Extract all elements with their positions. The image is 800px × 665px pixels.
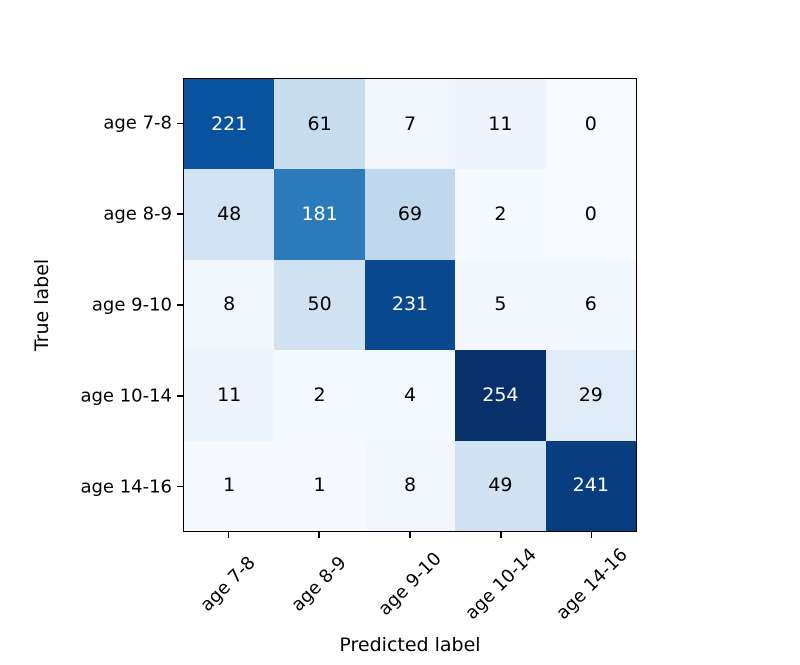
x-tick-mark (500, 532, 502, 538)
heatmap-cell-r2-c2: 231 (364, 259, 456, 351)
heatmap-cell-r2-c4: 6 (545, 259, 636, 351)
x-tick-mark (227, 532, 230, 538)
heatmap-cell-r1-c2: 69 (364, 169, 456, 260)
cell-value: 48 (217, 203, 242, 226)
heatmap-cell-r1-c3: 2 (455, 169, 546, 260)
cell-value: 241 (572, 474, 609, 497)
heatmap-cell-r1-c1: 181 (274, 169, 365, 260)
x-tick-label: age 9-10 (374, 548, 446, 620)
heatmap-cell-r3-c3: 254 (455, 350, 546, 441)
y-axis-label: True label (31, 258, 53, 352)
y-tick-mark (177, 304, 183, 306)
heatmap-cell-r4-c2: 8 (364, 440, 456, 531)
x-tick-label: age 8-9 (287, 552, 351, 616)
heatmap-cell-r3-c2: 4 (364, 350, 456, 441)
cell-value: 49 (488, 474, 513, 497)
x-tick-mark (409, 532, 411, 538)
cell-value: 11 (488, 112, 513, 135)
cell-value: 181 (301, 203, 338, 226)
cell-value: 4 (403, 383, 417, 406)
x-tick-label: age 14-16 (551, 544, 632, 624)
y-tick-label: age 10-14 (80, 385, 172, 407)
cell-value: 69 (397, 203, 423, 226)
heatmap-cell-r0-c1: 61 (274, 79, 365, 170)
heatmap-cell-r4-c0: 1 (184, 440, 275, 531)
cell-value: 50 (307, 293, 332, 316)
cell-value: 0 (584, 112, 597, 135)
cell-value: 254 (482, 383, 519, 406)
heatmap-cell-r2-c1: 50 (274, 259, 365, 351)
heatmap-cell-r2-c3: 5 (455, 259, 546, 351)
x-tick-label: age 10-14 (461, 544, 541, 624)
heatmap-cell-r2-c0: 8 (184, 259, 275, 351)
x-tick-mark (590, 532, 593, 538)
y-tick-label: age 14-16 (80, 476, 172, 498)
heatmap-cells: 221 61 7 11 0 48 181 69 2 0 8 50 231 5 6 11 2 4 254 29 1 1 8 49… (184, 79, 636, 531)
heatmap-cell-r0-c4: 0 (545, 79, 636, 170)
cell-value: 231 (391, 293, 429, 316)
cell-value: 6 (584, 293, 597, 316)
cell-value: 221 (211, 112, 248, 135)
heatmap-cell-r3-c4: 29 (545, 350, 636, 441)
heatmap-cell-r4-c4: 241 (545, 440, 636, 531)
cell-value: 8 (223, 293, 236, 316)
heatmap-cell-r0-c2: 7 (364, 79, 456, 170)
cell-value: 61 (307, 112, 332, 135)
heatmap-cell-r3-c0: 11 (184, 350, 275, 441)
y-tick-mark (177, 485, 183, 488)
heatmap-cell-r4-c3: 49 (455, 440, 546, 531)
y-tick-mark (177, 122, 183, 125)
cell-value: 5 (494, 293, 507, 316)
heatmap-cell-r1-c4: 0 (545, 169, 636, 260)
cell-value: 2 (313, 383, 326, 406)
heatmap-cell-r3-c1: 2 (274, 350, 365, 441)
x-tick-mark (318, 532, 320, 538)
cell-value: 8 (403, 474, 417, 497)
cell-value: 1 (313, 474, 326, 497)
cell-value: 1 (223, 474, 236, 497)
cell-value: 7 (403, 112, 417, 135)
y-tick-mark (177, 395, 183, 397)
y-tick-mark (177, 213, 183, 215)
cell-value: 0 (584, 203, 597, 226)
heatmap-cell-r1-c0: 48 (184, 169, 275, 260)
heatmap-cell-r4-c1: 1 (274, 440, 365, 531)
y-tick-label: age 7-8 (103, 112, 172, 134)
heatmap-cell-r0-c3: 11 (455, 79, 546, 170)
x-axis-label: Predicted label (339, 634, 481, 656)
cell-value: 11 (217, 383, 242, 406)
heatmap-cell-r0-c0: 221 (184, 79, 275, 170)
y-tick-label: age 8-9 (103, 203, 172, 225)
cell-value: 29 (578, 383, 603, 406)
x-tick-label: age 7-8 (196, 552, 261, 616)
heatmap-plot-frame: 221 61 7 11 0 48 181 69 2 0 8 50 231 5 6 11 2 4 254 29 1 1 8 49… (183, 78, 637, 532)
cell-value: 2 (494, 203, 507, 226)
y-tick-label: age 9-10 (91, 294, 172, 316)
